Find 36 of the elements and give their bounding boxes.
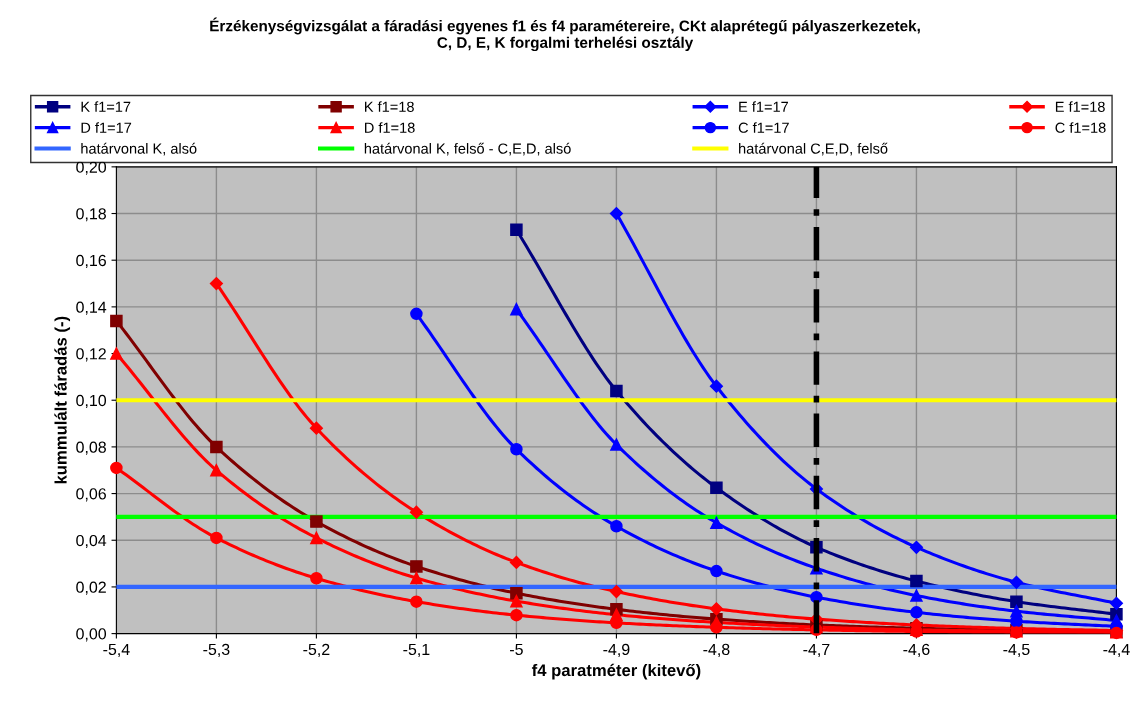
legend-label: K f1=18 [365, 101, 414, 112]
legend-label: E f1=17 [739, 101, 788, 112]
y-axis-title: kummulált fáradás (-) [54, 316, 71, 484]
y-tick-label: 0,06 [76, 488, 106, 502]
y-tick-label: 0,16 [76, 254, 106, 269]
x-tick-label: -4,4 [1103, 643, 1130, 657]
y-tick-label: 0,10 [76, 394, 107, 409]
y-tick-label: 0,02 [76, 581, 106, 595]
y-tick-label: 0,20 [76, 161, 107, 175]
legend-label: K f1=17 [81, 101, 131, 112]
x-tick-label: -4,9 [603, 643, 630, 657]
y-tick-label: 0,00 [76, 628, 107, 642]
chart-title: Érzékenységvizsgálat a fáradási egyenes f1 és f4 paramétereire, CKt alaprétegű pályaszerkezetek, C, D, E, K forgalmi terhelési osztály [210, 17, 920, 52]
legend-label: határvonal K, alsó [81, 142, 197, 156]
x-tick-label: -5,1 [403, 643, 430, 657]
x-tick-label: -4,6 [903, 643, 930, 657]
x-tick-label: -4,5 [1003, 643, 1030, 657]
y-tick-label: 0,08 [76, 441, 106, 455]
x-tick-label: -5,2 [303, 643, 330, 657]
legend-label: határvonal K, felső - C,E,D, alsó [364, 142, 571, 156]
y-tick-label: 0,12 [76, 348, 106, 362]
x-tick-label: -4,7 [803, 643, 830, 657]
legend-label: D f1=18 [365, 122, 415, 133]
x-tick-label: -5 [510, 643, 523, 656]
legend-label: C f1=18 [1055, 122, 1106, 133]
x-tick-label: -5,4 [103, 643, 130, 657]
legend-label: határvonal C,E,D, felső [739, 142, 888, 156]
legend-label: C f1=17 [738, 122, 789, 133]
x-tick-label: -5,3 [203, 643, 230, 657]
legend-label: D f1=17 [81, 122, 132, 133]
legend-label: E f1=18 [1055, 101, 1105, 112]
x-tick-label: -4,8 [703, 643, 730, 657]
y-tick-label: 0,14 [76, 301, 107, 315]
x-axis-title: f4 paratméter (kitevő) [531, 663, 701, 680]
y-tick-label: 0,04 [76, 534, 107, 549]
y-tick-label: 0,18 [76, 208, 106, 222]
